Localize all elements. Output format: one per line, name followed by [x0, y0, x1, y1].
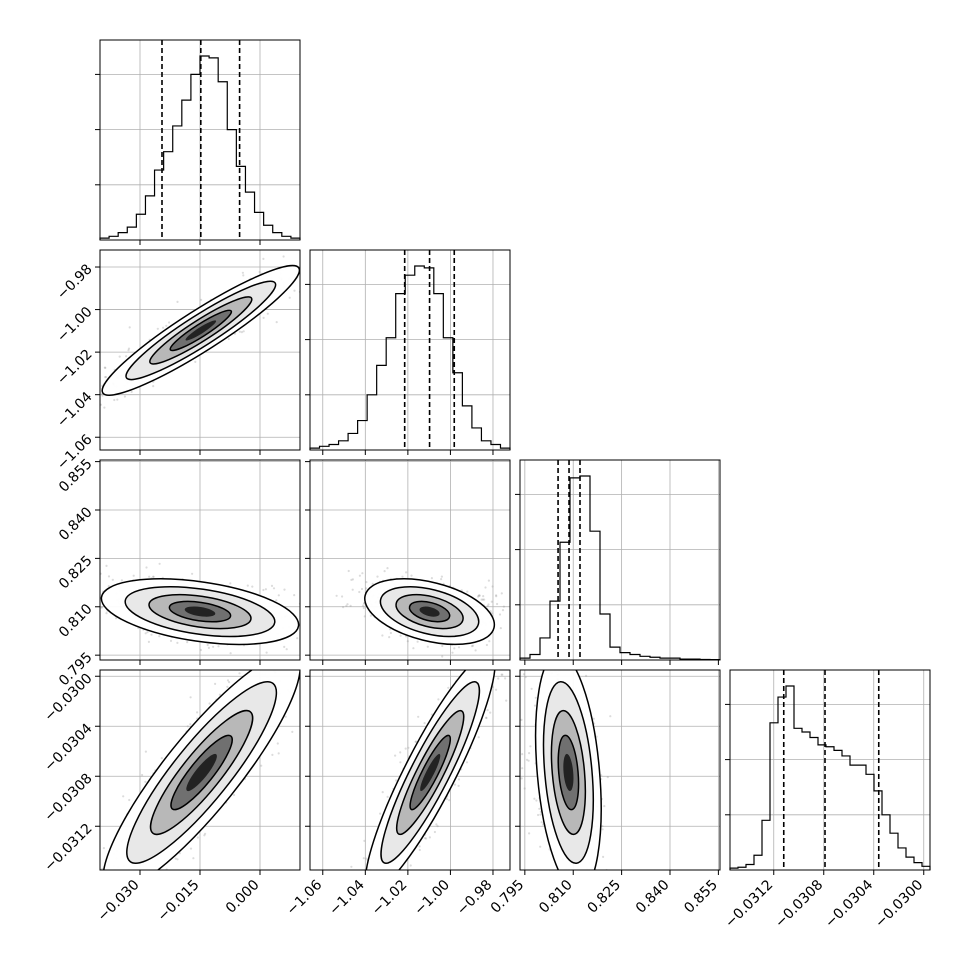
x-tick-label: −0.0312	[722, 877, 776, 931]
contour-line	[395, 709, 465, 836]
contour-line	[126, 681, 278, 864]
x-tick-label: 0.855	[681, 877, 721, 917]
contour-line	[364, 670, 496, 870]
contour-line	[170, 734, 233, 811]
contour-line	[408, 600, 451, 623]
contour-line	[125, 280, 277, 381]
contour-line	[148, 593, 252, 630]
y-tick-label: −0.0308	[41, 771, 95, 825]
panel-frame	[309, 249, 511, 451]
density-panel-2-4	[309, 669, 511, 871]
y-tick-label: 0.840	[56, 504, 96, 544]
y-tick-label: −1.00	[54, 304, 96, 346]
panel-content	[100, 460, 300, 660]
density-level	[186, 753, 217, 792]
x-tick-label: −1.00	[411, 877, 453, 919]
panel-frame	[519, 459, 721, 661]
x-tick-label: −0.030	[95, 877, 143, 925]
panel-frame	[729, 669, 931, 871]
y-tick-label: −1.02	[54, 346, 96, 388]
panel-content	[310, 670, 510, 870]
y-tick-label: −0.0312	[41, 821, 95, 875]
hist-panel-3	[515, 459, 721, 665]
y-tick-label: 0.825	[56, 553, 96, 593]
x-tick-label: 0.000	[223, 877, 263, 917]
contour-line	[101, 264, 300, 396]
panel-frame	[519, 669, 721, 871]
hist-panel-4	[725, 669, 931, 875]
density-panel-1-2	[99, 249, 301, 451]
panel-frame	[309, 459, 511, 661]
y-tick-label: 0.810	[56, 601, 96, 641]
density-panel-2-3	[309, 459, 511, 661]
histogram-step	[309, 265, 511, 450]
y-tick-label: −1.04	[54, 389, 96, 431]
x-tick-label: −0.0300	[872, 877, 926, 931]
x-tick-label: 0.795	[488, 877, 528, 917]
panel-content	[520, 670, 720, 870]
hist-panel-2	[305, 249, 511, 455]
contour-line	[169, 309, 233, 352]
y-tick-label: −0.0304	[41, 721, 95, 775]
contour-line	[557, 734, 580, 811]
contour-line	[379, 586, 480, 638]
histogram-step	[519, 475, 721, 661]
panel-content	[100, 670, 300, 870]
density-level	[185, 320, 217, 341]
contour-line	[149, 709, 254, 836]
hist-panel-1	[95, 39, 301, 245]
density-level	[563, 753, 574, 792]
x-tick-label: 0.825	[585, 877, 625, 917]
x-tick-label: −1.06	[284, 877, 326, 919]
y-tick-label: −0.98	[54, 261, 96, 303]
x-tick-label: −0.015	[155, 877, 203, 925]
density-level	[420, 753, 441, 792]
contour-line	[124, 586, 276, 638]
panel-frame	[309, 669, 511, 871]
contour-line	[102, 670, 300, 870]
contour-line	[149, 296, 253, 365]
histogram-step	[729, 685, 931, 870]
contour-line	[409, 734, 452, 811]
x-tick-label: 0.810	[536, 877, 576, 917]
panel-content	[310, 460, 510, 660]
contour-line	[542, 680, 594, 864]
x-tick-label: −0.0308	[772, 877, 826, 931]
density-level	[419, 606, 440, 617]
contour-line	[380, 680, 481, 864]
x-tick-label: −1.04	[326, 877, 368, 919]
density-panel-1-4	[99, 669, 301, 871]
x-tick-label: 0.840	[633, 877, 673, 917]
density-level	[184, 606, 216, 617]
contour-line	[364, 578, 496, 646]
contour-line	[100, 578, 300, 646]
x-tick-label: −0.0304	[822, 877, 876, 931]
contour-line	[168, 600, 232, 623]
contour-line	[550, 709, 587, 836]
x-tick-label: −0.98	[454, 877, 496, 919]
contour-line	[534, 670, 602, 870]
x-tick-label: −1.02	[369, 877, 411, 919]
density-panel-1-3	[99, 459, 301, 661]
density-panel-3-4	[519, 669, 721, 871]
panel-content	[100, 250, 300, 450]
contour-line	[395, 593, 464, 630]
